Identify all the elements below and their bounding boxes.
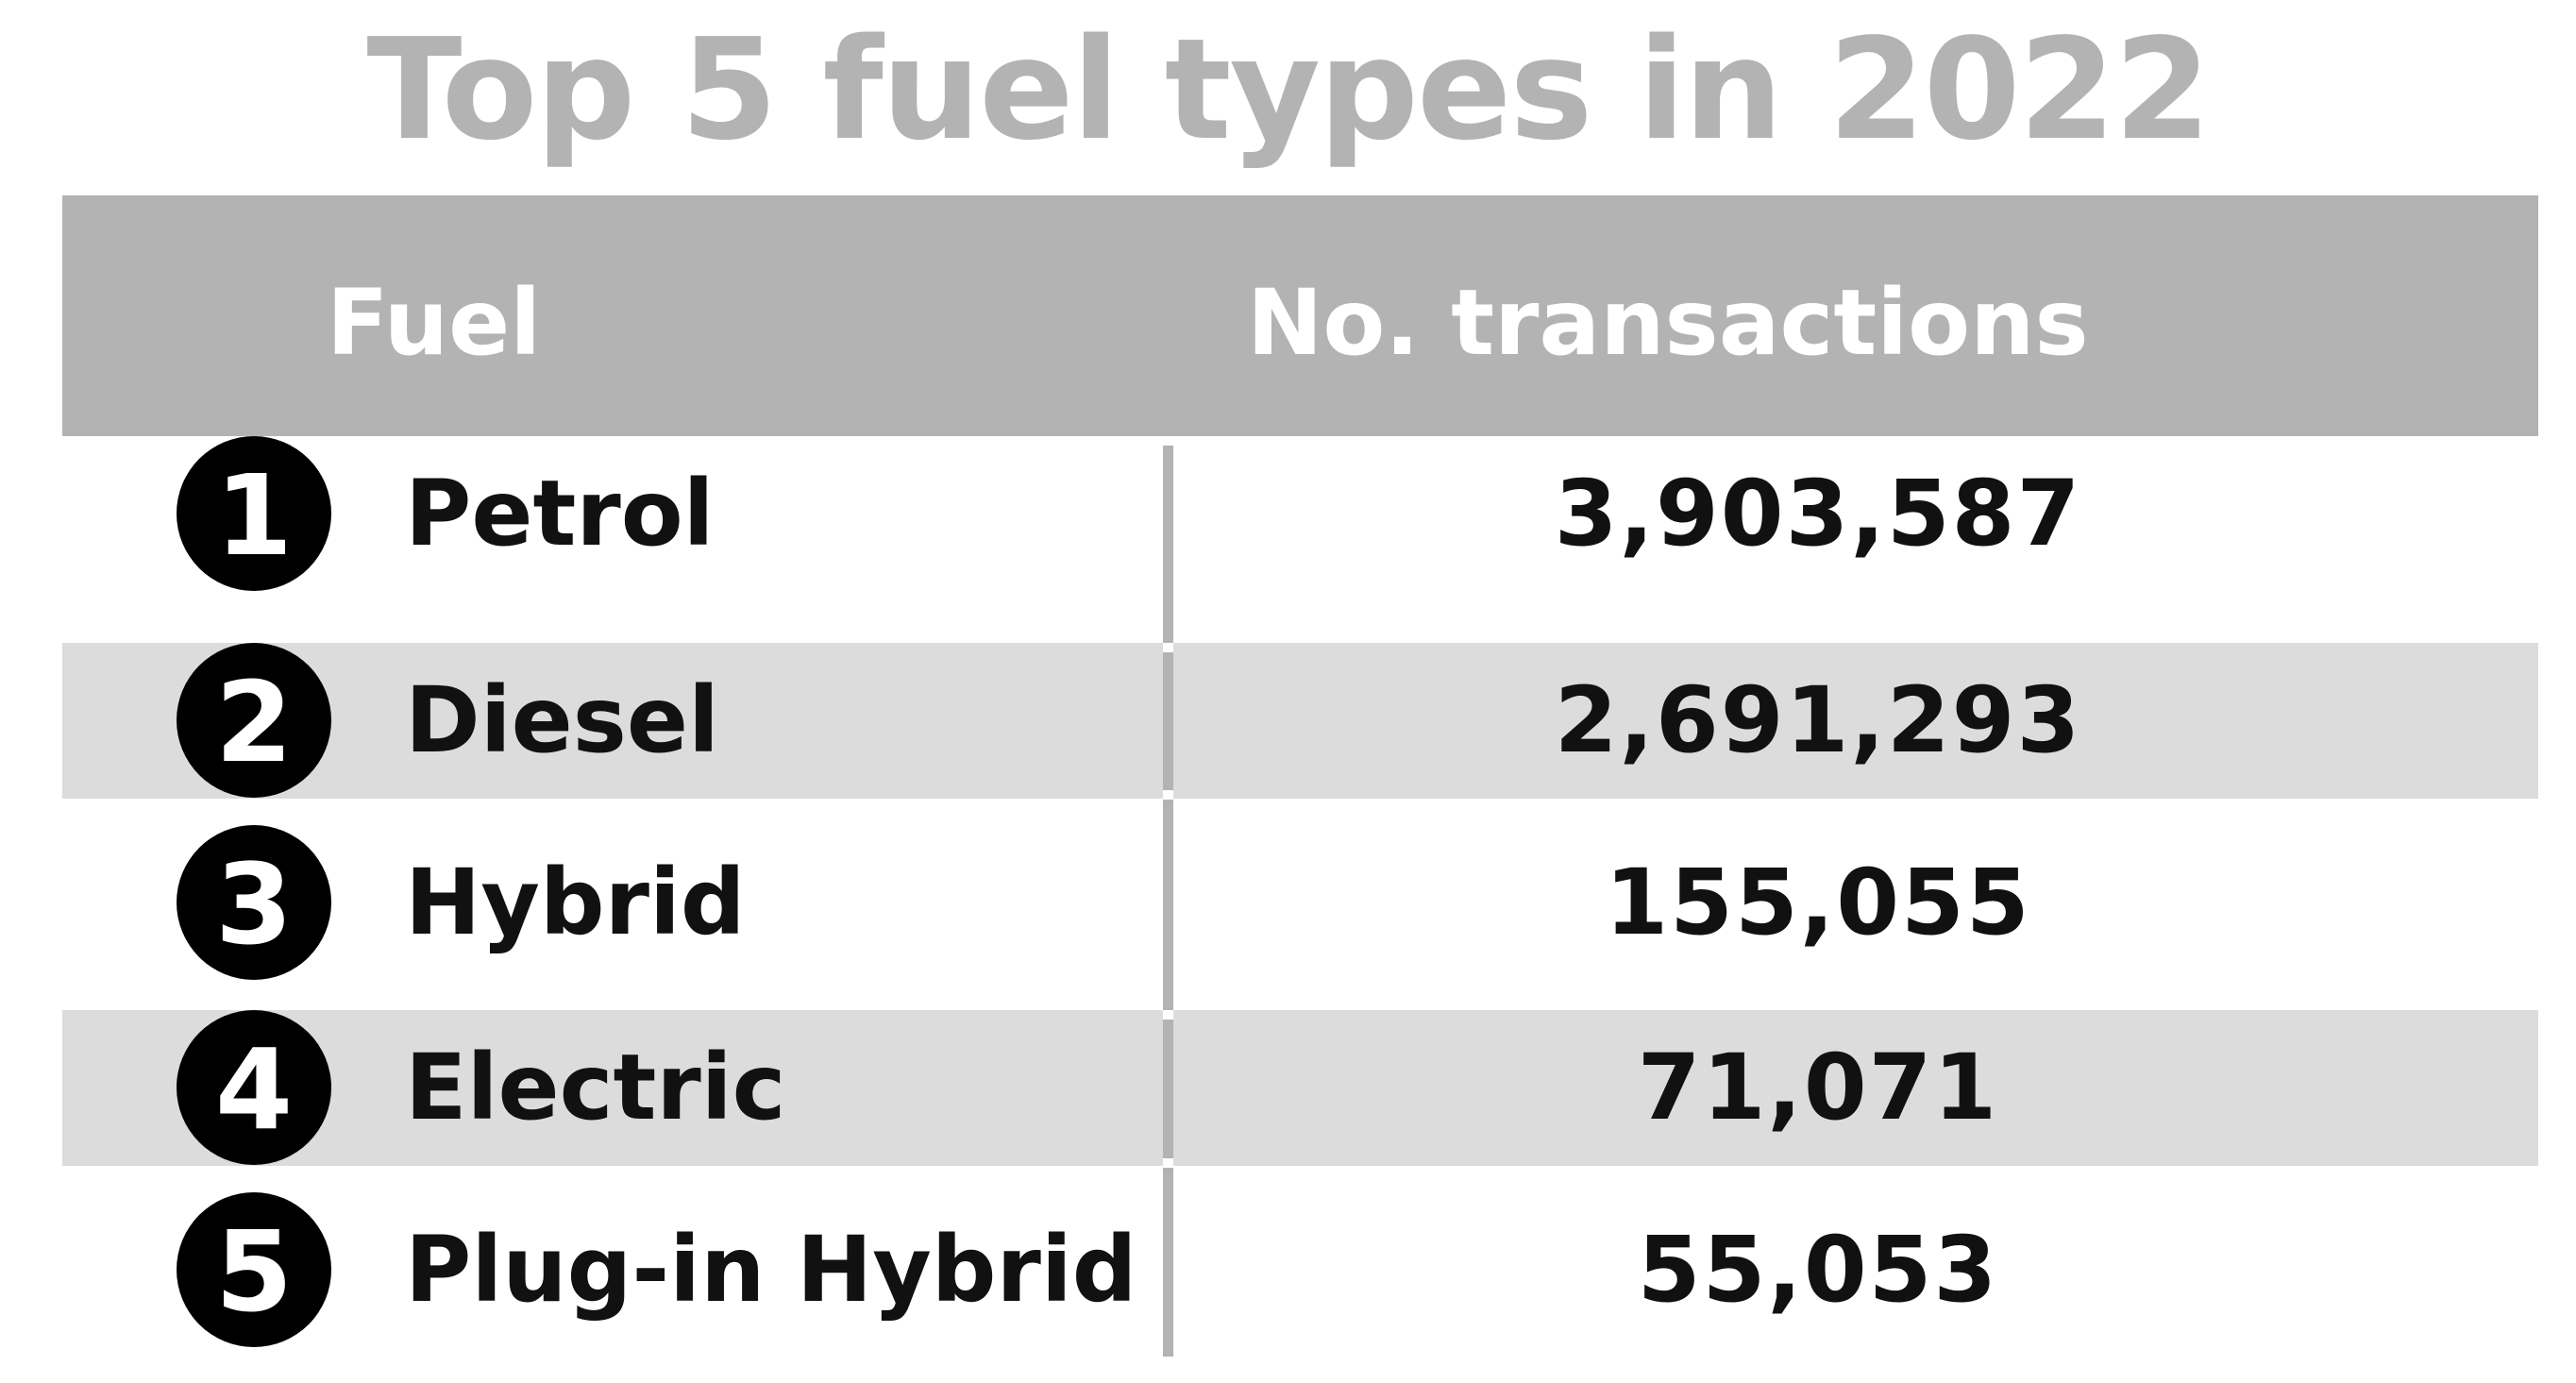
divider-gap: [1163, 436, 1173, 446]
divider-gap: [1163, 790, 1173, 800]
divider-gap: [1163, 1010, 1173, 1020]
column-header-fuel: Fuel: [327, 270, 542, 376]
table-row: 2 Diesel 2,691,293: [62, 643, 2538, 799]
table-row: 3 Hybrid 155,055: [62, 825, 2538, 981]
rank-badge: 1: [177, 436, 331, 591]
transactions-cell: 71,071: [1637, 1035, 1999, 1140]
fuel-name-cell: Petrol: [405, 461, 715, 566]
table-header: Fuel No. transactions: [62, 195, 2538, 436]
table-row: 5 Plug-in Hybrid 55,053: [62, 1192, 2538, 1348]
fuel-name-cell: Electric: [405, 1035, 786, 1140]
divider-gap: [1163, 643, 1173, 652]
transactions-cell: 55,053: [1637, 1217, 1999, 1323]
fuel-name-cell: Diesel: [405, 667, 719, 773]
fuel-name-cell: Hybrid: [405, 850, 746, 955]
transactions-cell: 2,691,293: [1554, 667, 2082, 773]
table-row: 4 Electric 71,071: [62, 1010, 2538, 1166]
rank-badge: 3: [177, 825, 331, 980]
rank-badge: 2: [177, 643, 331, 798]
fuel-table: Fuel No. transactions 1 Petrol 3,903,587…: [62, 195, 2538, 1383]
divider-gap: [1163, 1158, 1173, 1168]
column-header-transactions: No. transactions: [1247, 270, 2089, 376]
rank-badge: 5: [177, 1192, 331, 1347]
table-title: Top 5 fuel types in 2022: [366, 8, 2211, 171]
rank-badge: 4: [177, 1010, 331, 1165]
fuel-name-cell: Plug-in Hybrid: [405, 1217, 1137, 1323]
transactions-cell: 155,055: [1605, 850, 2031, 955]
table-row: 1 Petrol 3,903,587: [62, 436, 2538, 592]
transactions-cell: 3,903,587: [1554, 461, 2082, 566]
